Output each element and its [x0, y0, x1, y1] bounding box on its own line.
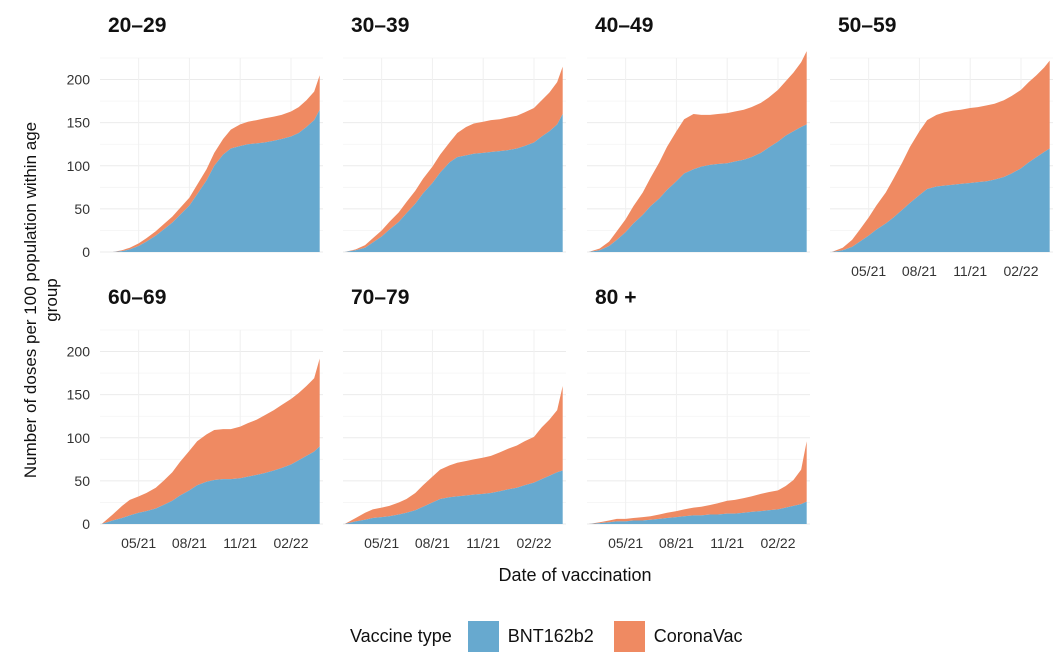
x-tick-label: 02/22 — [760, 535, 795, 551]
y-tick-label: 100 — [67, 430, 91, 446]
area-coronavac — [344, 66, 563, 252]
facet-title: 80 + — [595, 286, 636, 309]
y-tick-label: 50 — [74, 201, 90, 217]
y-tick-label: 150 — [67, 115, 91, 131]
facet-title: 40–49 — [595, 14, 653, 37]
panel-6: 80 + 05/21 08/21 11/21 02/22 — [587, 286, 810, 551]
x-tick-label: 11/21 — [710, 535, 744, 551]
panel-3: 50–59 05/21 08/21 11/21 02/22 — [830, 14, 1053, 279]
x-tick-label: 11/21 — [953, 263, 987, 279]
y-tick-label: 150 — [67, 387, 91, 403]
area-bnt162b2 — [588, 124, 807, 252]
legend-label-bnt162b2: BNT162b2 — [507, 625, 594, 646]
facet-title: 20–29 — [108, 14, 166, 37]
area-coronavac — [588, 441, 807, 524]
facet-title: 60–69 — [108, 286, 166, 309]
legend-title: Vaccine type — [350, 625, 452, 646]
panel-4: 60–69 0 50 100 150 200 05/21 08/21 11/21 02/22 — [67, 286, 323, 551]
x-tick-label: 02/22 — [1003, 263, 1038, 279]
y-tick-label: 200 — [67, 72, 91, 88]
area-coronavac — [588, 51, 807, 253]
panel-0: 20–29 0 50 100 150 200 — [67, 14, 323, 260]
y-axis-title-container: Number of doses per 100 population withi… — [6, 120, 76, 480]
legend-swatch-bnt162b2 — [467, 620, 499, 652]
x-tick-label: 05/21 — [364, 535, 399, 551]
y-tick-label: 0 — [82, 244, 90, 260]
y-axis-title: Number of doses per 100 population withi… — [21, 121, 61, 479]
x-tick-label: 02/22 — [273, 535, 308, 551]
area-bnt162b2 — [344, 470, 563, 524]
legend-swatch-coronavac — [613, 620, 645, 652]
area-bnt162b2 — [101, 446, 320, 524]
x-tick-label: 11/21 — [466, 535, 500, 551]
x-tick-label: 05/21 — [121, 535, 156, 551]
x-tick-label: 08/21 — [415, 535, 450, 551]
legend: Vaccine type BNT162b2 CoronaVac — [350, 618, 763, 654]
area-coronavac — [831, 60, 1050, 252]
x-tick-label: 11/21 — [223, 535, 257, 551]
x-tick-label: 08/21 — [902, 263, 937, 279]
panel-5: 70–79 05/21 08/21 11/21 02/22 — [343, 286, 566, 551]
area-bnt162b2 — [344, 114, 563, 253]
x-tick-label: 08/21 — [659, 535, 694, 551]
legend-label-coronavac: CoronaVac — [653, 625, 743, 646]
panel-1: 30–39 — [343, 14, 566, 253]
area-bnt162b2 — [588, 501, 807, 524]
facet-title: 30–39 — [351, 14, 409, 37]
area-coronavac — [101, 358, 320, 524]
area-bnt162b2 — [101, 109, 320, 252]
area-coronavac — [101, 75, 320, 252]
y-tick-label: 50 — [74, 473, 90, 489]
facet-title: 70–79 — [351, 286, 409, 309]
area-coronavac — [344, 386, 563, 524]
panel-2: 40–49 — [587, 14, 810, 253]
x-tick-label: 08/21 — [172, 535, 207, 551]
x-tick-label: 02/22 — [516, 535, 551, 551]
area-bnt162b2 — [831, 148, 1050, 252]
facet-title: 50–59 — [838, 14, 896, 37]
y-tick-label: 200 — [67, 344, 91, 360]
x-tick-label: 05/21 — [851, 263, 886, 279]
y-tick-label: 100 — [67, 158, 91, 174]
x-tick-label: 05/21 — [608, 535, 643, 551]
x-axis-title: Date of vaccination — [498, 565, 652, 585]
y-tick-label: 0 — [82, 516, 90, 532]
